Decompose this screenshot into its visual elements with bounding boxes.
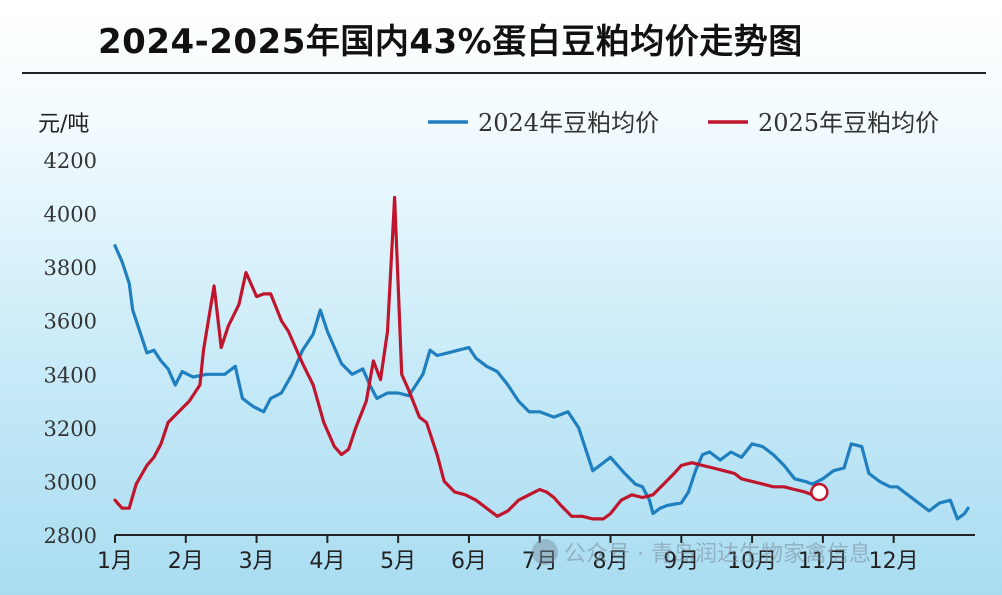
y-tick-label: 3000 xyxy=(44,470,97,494)
title-divider xyxy=(22,72,986,74)
y-tick-label: 2800 xyxy=(44,524,97,548)
legend-label-2025: 2025年豆粕均价 xyxy=(758,109,939,137)
x-tick-label: 2月 xyxy=(168,549,204,574)
series-line-2024 xyxy=(113,244,970,521)
x-tick-label: 7月 xyxy=(522,549,558,574)
x-tick-label: 11月 xyxy=(798,549,848,574)
x-tick-label: 9月 xyxy=(663,549,699,574)
series-line-2025 xyxy=(113,195,821,521)
chart-axes: 2800 3000 3200 3400 3600 3800 4000 4200 元/吨 1月 2月 3… xyxy=(38,112,975,574)
y-tick-label: 3400 xyxy=(44,363,97,387)
x-tick-label: 5月 xyxy=(380,549,416,574)
y-tick-label: 3800 xyxy=(44,256,97,280)
y-tick-label: 4000 xyxy=(44,203,97,227)
chart-legend: 2024年豆粕均价 2025年豆粕均价 xyxy=(428,109,939,137)
x-tick-label: 3月 xyxy=(239,549,275,574)
y-tick-label: 3600 xyxy=(44,310,97,334)
x-tick-label: 4月 xyxy=(309,549,345,574)
y-tick-label: 3200 xyxy=(44,417,97,441)
x-tick-label: 10月 xyxy=(727,549,777,574)
y-axis-unit-label: 元/吨 xyxy=(38,112,89,137)
watermark: 公众号 · 青岛润达生物家禽信息 xyxy=(532,536,871,568)
legend-label-2024: 2024年豆粕均价 xyxy=(478,109,659,137)
x-tick-label: 12月 xyxy=(869,549,919,574)
chart-title: 2024-2025年国内43%蛋白豆粕均价走势图 xyxy=(98,22,803,62)
x-tick-label: 6月 xyxy=(451,549,487,574)
y-tick-label: 4200 xyxy=(44,149,97,173)
wechat-icon xyxy=(532,539,558,565)
watermark-text: 公众号 · 青岛润达生物家禽信息 xyxy=(564,542,871,567)
x-tick-label: 1月 xyxy=(97,549,133,574)
series-layer xyxy=(113,195,970,521)
x-tick-label: 8月 xyxy=(593,549,629,574)
series-end-marker xyxy=(810,482,829,502)
